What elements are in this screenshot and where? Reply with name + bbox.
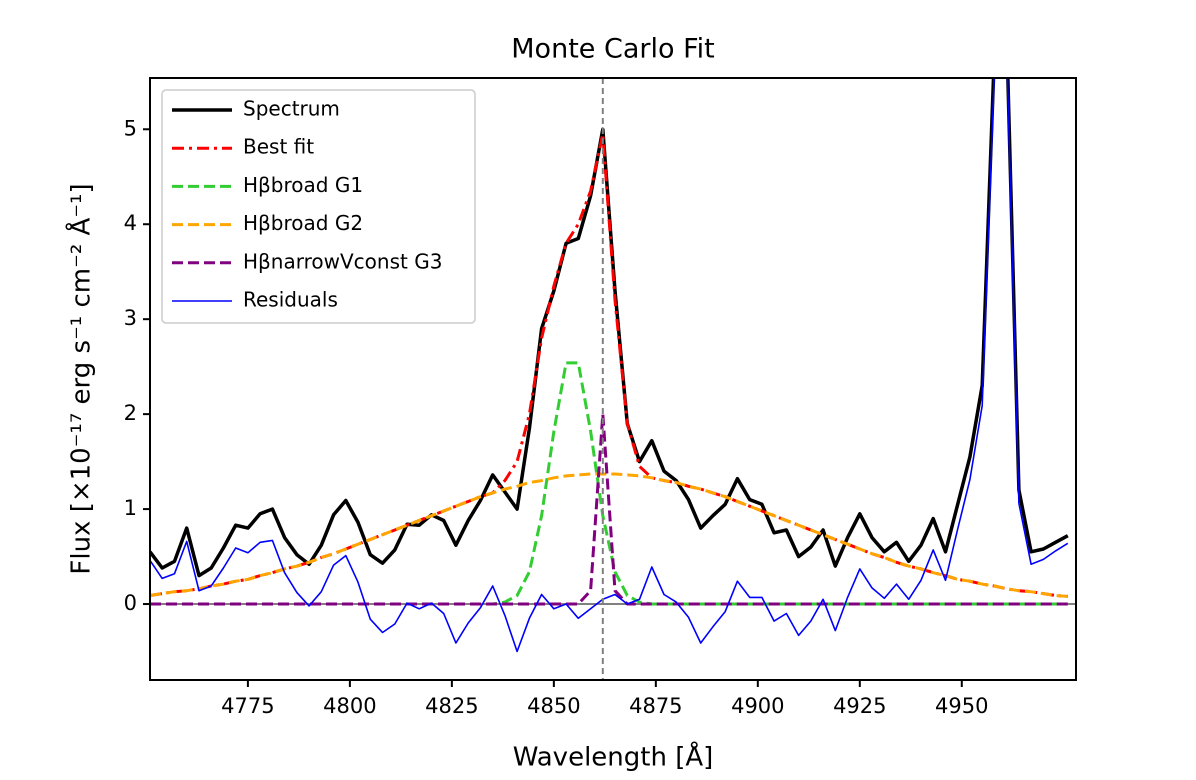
y-tick-label: 4 <box>124 211 137 235</box>
legend-label: Best fit <box>243 135 314 159</box>
legend-label: Spectrum <box>243 97 340 121</box>
x-tick-label: 4900 <box>731 694 784 718</box>
x-tick-label: 4825 <box>425 694 478 718</box>
series-line <box>150 78 1069 578</box>
chart-title: Monte Carlo Fit <box>511 34 714 65</box>
x-tick-label: 4775 <box>221 694 274 718</box>
legend-label: Hβbroad G2 <box>243 211 363 235</box>
series-line <box>150 412 1068 606</box>
y-tick-label: 1 <box>124 496 137 520</box>
y-tick-label: 2 <box>124 401 137 425</box>
legend-label: HβnarrowVconst G3 <box>243 249 442 273</box>
x-tick-label: 4950 <box>935 694 988 718</box>
x-tick-label: 4875 <box>629 694 682 718</box>
x-tick-label: 4850 <box>527 694 580 718</box>
y-tick-label: 5 <box>124 116 137 140</box>
series-line <box>150 78 1069 653</box>
y-tick-label: 0 <box>124 591 137 615</box>
x-axis-label: Wavelength [Å] <box>513 741 714 773</box>
x-tick-label: 4925 <box>833 694 886 718</box>
series-line <box>150 132 1068 598</box>
plot-frame <box>149 77 1077 681</box>
plot-area <box>150 78 1076 680</box>
legend-box <box>161 89 476 324</box>
y-axis-label: Flux [×10⁻¹⁷ erg s⁻¹ cm⁻² Å⁻¹] <box>65 183 97 574</box>
legend-label: Residuals <box>243 288 338 312</box>
y-tick-label: 3 <box>124 306 137 330</box>
x-tick-label: 4800 <box>323 694 376 718</box>
legend-label: Hβbroad G1 <box>243 173 363 197</box>
